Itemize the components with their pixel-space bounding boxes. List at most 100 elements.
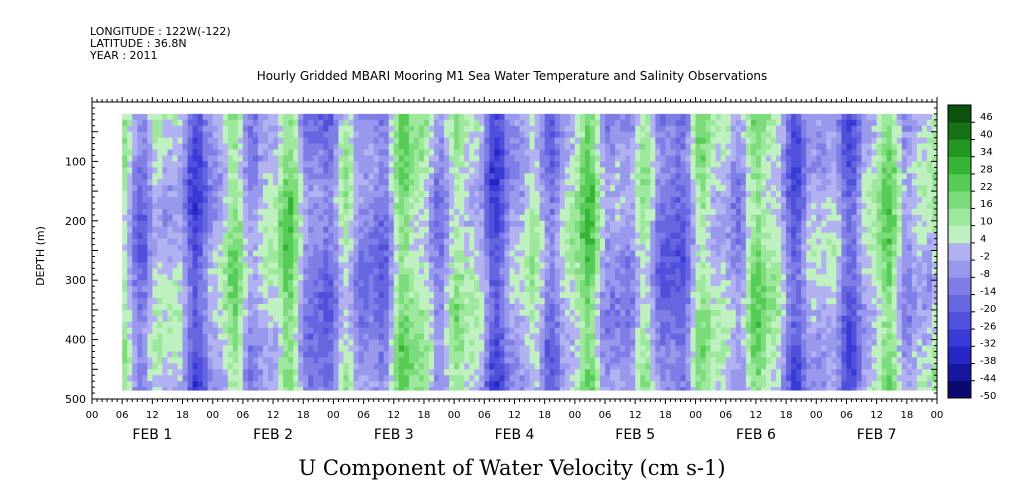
heatmap-cell: [318, 309, 324, 317]
heatmap-cell: [147, 369, 153, 376]
heatmap-cell: [625, 197, 631, 204]
heatmap-cell: [600, 191, 606, 198]
heatmap-cell: [539, 226, 546, 234]
heatmap-cell: [343, 202, 350, 210]
heatmap-cell: [137, 333, 143, 341]
heatmap-cell: [444, 125, 450, 133]
heatmap-cell: [383, 369, 390, 376]
heatmap-cell: [383, 292, 390, 299]
heatmap-cell: [137, 244, 143, 251]
heatmap-cell: [237, 250, 244, 257]
heatmap-cell: [278, 149, 284, 156]
heatmap-cell: [574, 280, 581, 287]
heatmap-cell: [534, 244, 541, 251]
heatmap-cell: [318, 387, 324, 391]
heatmap-cell: [645, 125, 651, 133]
heatmap-cell: [358, 119, 365, 127]
heatmap-cell: [569, 333, 576, 341]
heatmap-cell: [137, 357, 143, 364]
heatmap-cell: [640, 197, 646, 204]
heatmap-cell: [257, 292, 264, 299]
heatmap-cell: [605, 161, 611, 168]
heatmap-cell: [615, 351, 621, 358]
heatmap-cell: [434, 375, 440, 382]
heatmap-cell: [559, 113, 566, 121]
heatmap-cell: [549, 333, 556, 341]
heatmap-cell: [408, 238, 415, 246]
heatmap-cell: [574, 155, 581, 162]
heatmap-cell: [398, 220, 405, 228]
heatmap-cell: [645, 161, 651, 168]
heatmap-cell: [589, 274, 596, 281]
heatmap-cell: [132, 345, 138, 352]
heatmap-cell: [640, 280, 646, 287]
heatmap-cell: [398, 321, 405, 329]
heatmap-cell: [132, 179, 138, 186]
heatmap-cell: [615, 179, 621, 186]
heatmap-cell: [383, 155, 390, 162]
heatmap-cell: [353, 321, 360, 329]
heatmap-cell: [564, 303, 571, 311]
heatmap-cell: [499, 143, 505, 151]
heatmap-cell: [147, 303, 153, 311]
heatmap-cell: [348, 357, 355, 364]
heatmap-cell: [207, 381, 214, 388]
heatmap-cell: [393, 363, 400, 370]
heatmap-cell: [343, 173, 350, 180]
heatmap-cell: [529, 155, 536, 162]
heatmap-cell: [217, 280, 224, 287]
heatmap-cell: [278, 387, 284, 391]
heatmap-cell: [594, 280, 601, 287]
heatmap-cell: [333, 113, 339, 121]
heatmap-cell: [283, 185, 289, 192]
heatmap-cell: [574, 351, 581, 358]
heatmap-cell: [122, 125, 128, 133]
heatmap-cell: [232, 125, 239, 133]
heatmap-cell: [413, 280, 420, 287]
heatmap-cell: [333, 375, 339, 382]
heatmap-cell: [298, 226, 304, 234]
heatmap-cell: [579, 143, 586, 151]
heatmap-cell: [207, 214, 214, 222]
heatmap-cell: [589, 244, 596, 251]
heatmap-cell: [388, 208, 395, 216]
heatmap-cell: [529, 375, 536, 382]
heatmap-cell: [378, 155, 385, 162]
heatmap-cell: [368, 250, 375, 257]
heatmap-cell: [534, 303, 541, 311]
heatmap-cell: [514, 315, 521, 323]
heatmap-cell: [625, 185, 631, 192]
heatmap-cell: [152, 333, 158, 341]
heatmap-cell: [122, 173, 128, 180]
heatmap-cell: [343, 185, 350, 192]
heatmap-cell: [439, 125, 445, 133]
heatmap-cell: [252, 179, 259, 186]
heatmap-cell: [544, 244, 551, 251]
heatmap-cell: [625, 369, 631, 376]
heatmap-cell: [615, 268, 621, 275]
heatmap-cell: [268, 232, 274, 240]
heatmap-cell: [388, 274, 395, 281]
heatmap-cell: [298, 327, 304, 335]
heatmap-cell: [413, 274, 420, 281]
heatmap-cell: [489, 161, 495, 168]
heatmap-cell: [539, 232, 546, 240]
heatmap-cell: [499, 375, 505, 382]
heatmap-cell: [162, 298, 168, 305]
heatmap-cell: [574, 256, 581, 263]
heatmap-cell: [509, 262, 515, 269]
heatmap-cell: [509, 327, 515, 335]
heatmap-cell: [519, 381, 526, 388]
heatmap-cell: [197, 161, 204, 168]
heatmap-cell: [464, 321, 470, 329]
heatmap-cell: [499, 155, 505, 162]
heatmap-cell: [303, 280, 309, 287]
heatmap-cell: [242, 333, 249, 341]
heatmap-cell: [278, 292, 284, 299]
heatmap-cell: [323, 161, 329, 168]
heatmap-cell: [378, 327, 385, 335]
heatmap-cell: [569, 113, 576, 121]
heatmap-cell: [278, 363, 284, 370]
heatmap-cell: [157, 119, 163, 127]
heatmap-cell: [428, 309, 435, 317]
